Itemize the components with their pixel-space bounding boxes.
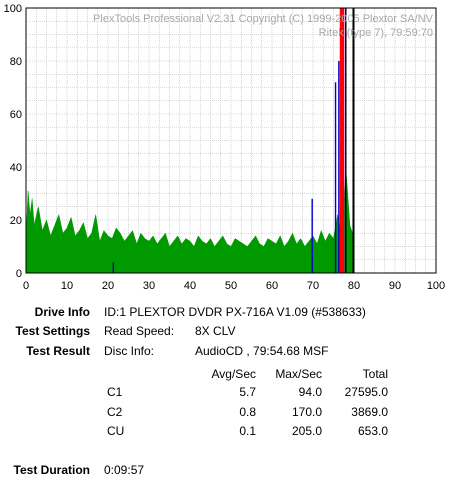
row-total: 27595.0 [344,385,388,399]
test-duration-value: 0:09:57 [104,463,145,477]
row-total: 3869.0 [351,405,388,419]
row-name: C2 [107,405,123,419]
drive-info-label: Drive Info [34,305,90,319]
x-tick-label: 40 [184,280,196,292]
header-avg-sec: Avg/Sec [211,367,256,381]
x-tick-label: 70 [307,280,319,292]
x-tick-label: 100 [427,280,445,292]
grid-lines [26,8,436,273]
watermark-line-1: PlexTools Professional V2.31 Copyright (… [93,13,434,25]
test-duration-label: Test Duration [13,463,90,477]
y-tick-label: 40 [10,162,22,174]
data-layer [25,8,355,274]
row-avg: 5.7 [239,385,256,399]
row-avg: 0.8 [239,405,256,419]
y-tick-label: 20 [10,215,22,227]
disc-info-label: Disc Info: [104,344,155,358]
y-tick-label: 60 [10,109,22,121]
drive-info-value: ID:1 PLEXTOR DVDR PX-716A V1.09 (#538633… [104,305,366,319]
watermark-line-2: Ritek (type 7), 79:59:70 [319,27,433,39]
x-tick-label: 20 [102,280,114,292]
x-tick-label: 80 [348,280,360,292]
y-tick-label: 0 [16,268,22,280]
x-tick-label: 10 [61,280,73,292]
header-max-sec: Max/Sec [275,367,322,381]
read-speed-label: Read Speed: [104,324,175,338]
row-max: 205.0 [291,424,322,438]
row-name: C1 [107,385,123,399]
y-tick-label: 80 [10,56,22,68]
x-tick-label: 0 [23,280,29,292]
row-max: 94.0 [298,385,322,399]
c1-error-series [25,166,354,274]
y-axis-ticks: 0 20 40 60 80 100 [4,3,22,280]
y-tick-label: 100 [4,3,22,15]
x-tick-label: 50 [225,280,237,292]
x-tick-label: 90 [389,280,401,292]
test-settings-label: Test Settings [15,324,90,338]
x-tick-label: 60 [266,280,278,292]
row-avg: 0.1 [239,424,256,438]
disc-info-value: AudioCD , 79:54.68 MSF [195,344,329,358]
row-name: CU [107,424,125,438]
x-tick-label: 30 [143,280,155,292]
read-speed-value: 8X CLV [195,324,236,338]
plot-frame [25,7,437,274]
row-total: 653.0 [357,424,388,438]
test-result-label: Test Result [26,344,90,358]
row-max: 170.0 [291,405,322,419]
x-axis-ticks: 0 10 20 30 40 50 60 70 80 90 100 [23,280,445,292]
header-total: Total [362,367,388,381]
error-rate-chart: PlexTools Professional V2.31 Copyright (… [4,3,446,292]
